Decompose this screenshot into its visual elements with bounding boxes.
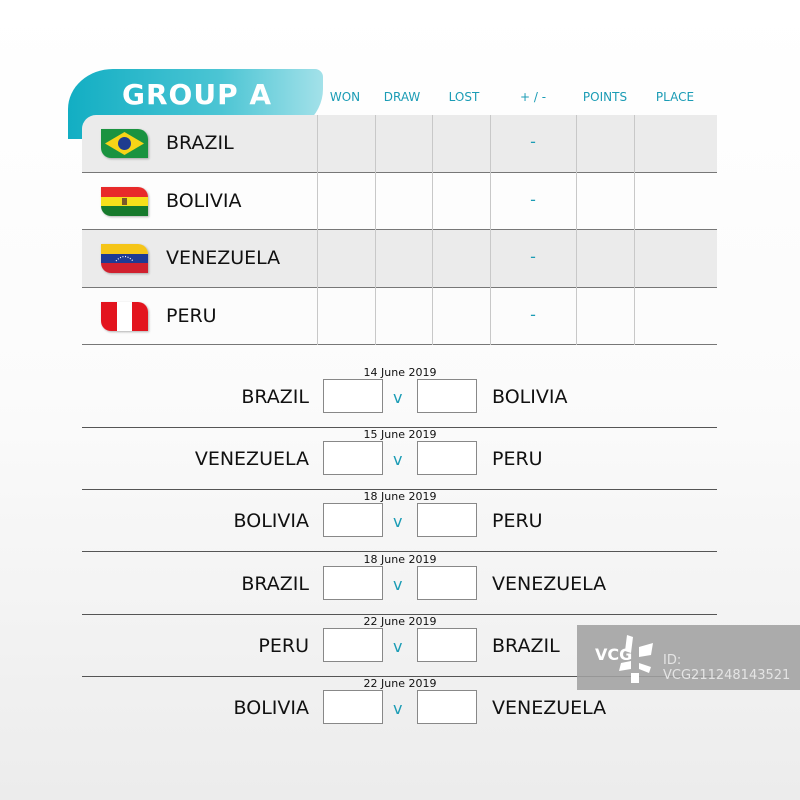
match-date: 14 June 2019: [363, 366, 437, 379]
away-team: BOLIVIA: [492, 386, 568, 408]
match-row: 14 June 2019 BRAZIL v BOLIVIA: [82, 366, 717, 428]
team-name: VENEZUELA: [166, 247, 281, 269]
standings-row: PERU -: [82, 288, 717, 345]
goal-diff: -: [530, 247, 536, 266]
versus-label: v: [393, 450, 403, 470]
group-title: GROUP A: [122, 78, 273, 111]
team-name: BOLIVIA: [166, 189, 242, 212]
home-team: BRAZIL: [241, 572, 309, 595]
match-date: 18 June 2019: [363, 490, 437, 504]
standings-row: VENEZUELA -: [82, 230, 717, 288]
away-score-box[interactable]: [417, 565, 477, 600]
standings-row: BOLIVIA -: [82, 173, 717, 230]
match-date: 22 June 2019: [363, 614, 437, 628]
away-score-box[interactable]: [417, 441, 477, 476]
home-team: BRAZIL: [241, 386, 309, 408]
divider: [82, 675, 717, 677]
match-row: 22 June 2019 BOLIVIA v VENEZUELA: [82, 677, 717, 739]
away-score-box[interactable]: [417, 690, 477, 724]
match-date: 22 June 2019: [363, 677, 437, 690]
versus-label: v: [393, 636, 403, 656]
home-team: VENEZUELA: [194, 448, 309, 471]
home-team: BOLIVIA: [233, 697, 309, 719]
home-score-box[interactable]: [323, 690, 383, 724]
home-score-box[interactable]: [323, 503, 383, 538]
home-team: BOLIVIA: [233, 510, 309, 533]
standings-table: BRAZIL - BOLIVIA - VENEZUELA - PERU -: [82, 115, 717, 345]
away-score-box[interactable]: [417, 627, 477, 662]
match-row: 15 June 2019 VENEZUELA v PERU: [82, 428, 717, 491]
header-lost: LOST: [448, 90, 480, 104]
match-date: 15 June 2019: [363, 428, 437, 442]
header-points: POINTS: [582, 90, 628, 104]
bolivia-flag-icon: [101, 186, 148, 216]
versus-label: v: [393, 388, 403, 407]
away-team: PERU: [492, 448, 543, 471]
divider: [82, 613, 717, 615]
home-score-box[interactable]: [323, 627, 383, 662]
header-won: WON: [329, 90, 361, 104]
home-score-box[interactable]: [323, 379, 383, 413]
match-row: 18 June 2019 BOLIVIA v PERU: [82, 490, 717, 553]
divider: [82, 427, 717, 428]
standings-row: BRAZIL -: [82, 115, 717, 173]
away-score-box[interactable]: [417, 503, 477, 538]
away-team: BRAZIL: [492, 634, 560, 657]
away-team: VENEZUELA: [492, 697, 607, 719]
venezuela-flag-icon: [101, 244, 148, 273]
watermark: VCG ID: VCG211248143521: [577, 625, 800, 690]
away-score-box[interactable]: [417, 379, 477, 413]
match-row: 18 June 2019 BRAZIL v VENEZUELA: [82, 553, 717, 615]
home-score-box[interactable]: [323, 565, 383, 600]
home-team: PERU: [258, 634, 309, 657]
away-team: PERU: [492, 510, 543, 533]
versus-label: v: [393, 512, 403, 532]
match-row: 22 June 2019 PERU v BRAZIL: [82, 615, 717, 677]
brazil-flag-icon: [101, 129, 148, 158]
versus-label: v: [393, 574, 403, 594]
watermark-logo-text: VCG: [595, 645, 633, 664]
watermark-logo-icon: [619, 635, 653, 683]
home-score-box[interactable]: [323, 441, 383, 476]
versus-label: v: [393, 699, 403, 718]
header-diff: + / -: [519, 90, 547, 104]
team-name: PERU: [166, 304, 217, 327]
team-name: BRAZIL: [166, 132, 234, 154]
header-place: PLACE: [655, 90, 695, 104]
header-draw: DRAW: [383, 90, 421, 104]
divider: [82, 551, 717, 553]
goal-diff: -: [530, 132, 536, 151]
goal-diff: -: [530, 189, 536, 209]
watermark-id: ID: VCG211248143521: [663, 653, 791, 683]
divider: [82, 489, 717, 491]
goal-diff: -: [530, 304, 536, 324]
match-date: 18 June 2019: [363, 552, 437, 566]
peru-flag-icon: [101, 301, 148, 331]
away-team: VENEZUELA: [492, 572, 607, 595]
